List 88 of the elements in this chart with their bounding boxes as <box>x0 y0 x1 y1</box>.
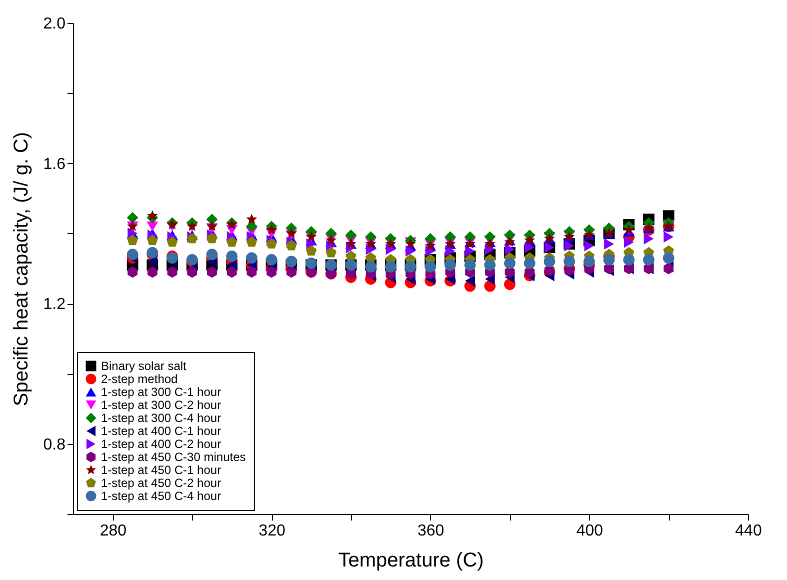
point <box>406 245 416 257</box>
point <box>226 236 238 247</box>
point <box>644 232 654 244</box>
x-tick-label: 280 <box>100 522 127 540</box>
point <box>465 275 475 286</box>
point <box>206 232 218 244</box>
y-tick-label: 2.0 <box>43 16 66 32</box>
point <box>662 252 674 264</box>
point <box>206 248 218 260</box>
point <box>484 259 496 271</box>
x-tick-label: 360 <box>418 522 444 540</box>
legend-label: Binary solar salt <box>101 359 188 373</box>
point <box>524 258 536 269</box>
point <box>126 212 138 224</box>
legend-label: 1-step at 300 C-4 hour <box>101 411 222 425</box>
legend-label: 1-step at 300 C-2 hour <box>101 398 222 412</box>
point <box>664 231 674 243</box>
point <box>564 256 576 268</box>
point <box>246 214 258 224</box>
point <box>166 236 178 247</box>
point <box>484 231 496 243</box>
point <box>266 224 277 235</box>
x-tick-label: 320 <box>258 522 286 540</box>
point <box>424 232 436 244</box>
point <box>147 256 158 268</box>
legend-label: 1-step at 450 C-4 hour <box>101 489 222 503</box>
point <box>128 266 138 278</box>
point <box>623 254 635 266</box>
legend-label: 1-step at 400 C-1 hour <box>101 424 222 438</box>
point <box>624 236 634 248</box>
y-tick-label: 1.6 <box>43 156 66 173</box>
point <box>424 261 436 272</box>
point <box>504 258 516 269</box>
y-tick-label: 0.8 <box>43 436 66 454</box>
point <box>465 245 475 257</box>
point <box>583 256 595 268</box>
point <box>603 254 615 266</box>
point <box>207 266 217 278</box>
point <box>326 247 337 258</box>
point <box>604 238 614 250</box>
point <box>445 245 456 257</box>
legend-label: 1-step at 450 C-30 minutes <box>101 450 246 464</box>
point <box>146 221 158 232</box>
point <box>266 254 278 266</box>
point <box>126 248 138 260</box>
legend-label: 2-step method <box>101 372 178 386</box>
point <box>345 229 357 241</box>
point <box>127 234 138 246</box>
point <box>464 231 476 243</box>
point <box>266 238 277 249</box>
point <box>246 220 258 232</box>
point <box>286 240 297 250</box>
y-axis-title: Specific heat capacity, (J/ g. C) <box>10 132 32 406</box>
x-axis-title: Temperature (C) <box>338 550 484 572</box>
point <box>306 245 317 256</box>
legend-label: 1-step at 400 C-2 hour <box>101 437 222 451</box>
point <box>286 266 296 278</box>
point <box>226 250 238 262</box>
point <box>266 266 276 278</box>
point <box>206 220 218 232</box>
point <box>147 266 158 278</box>
point <box>286 228 297 238</box>
point <box>643 254 654 266</box>
legend-label: 1-step at 300 C-1 hour <box>101 385 222 399</box>
point <box>386 244 396 255</box>
x-tick-label: 440 <box>735 522 762 540</box>
point <box>504 244 515 255</box>
y-tick-label: 1.2 <box>43 296 66 314</box>
point <box>146 210 158 221</box>
x-tick-label: 400 <box>576 522 604 540</box>
legend-label: 1-step at 450 C-2 hour <box>101 476 222 490</box>
point <box>286 256 298 268</box>
point <box>246 252 258 264</box>
point <box>246 236 258 247</box>
point <box>504 229 516 241</box>
point <box>444 259 456 271</box>
point <box>325 228 337 240</box>
point <box>524 242 535 254</box>
point <box>246 266 257 278</box>
point <box>167 266 178 278</box>
point <box>544 256 556 268</box>
point <box>584 240 594 252</box>
point <box>206 214 218 226</box>
point <box>464 259 476 271</box>
point <box>146 234 158 246</box>
point <box>187 266 198 278</box>
legend-label: 1-step at 450 C-1 hour <box>101 463 222 477</box>
point <box>226 266 237 278</box>
